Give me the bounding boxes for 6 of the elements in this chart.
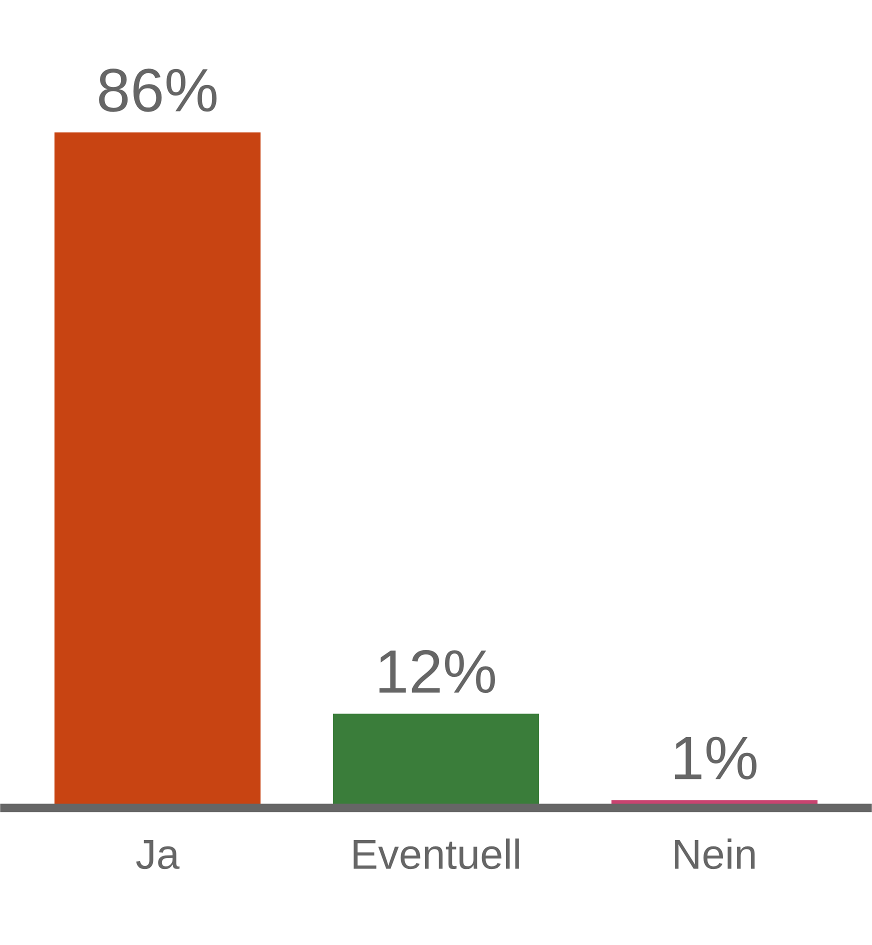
- data-label: 86%: [99, 68, 217, 112]
- data-label: 12%: [380, 650, 495, 694]
- data-label: 1%: [674, 736, 756, 780]
- x-tick-label: Eventuell: [354, 838, 519, 870]
- x-tick-label: Nein: [675, 838, 755, 870]
- x-tick-label: Ja: [136, 840, 180, 870]
